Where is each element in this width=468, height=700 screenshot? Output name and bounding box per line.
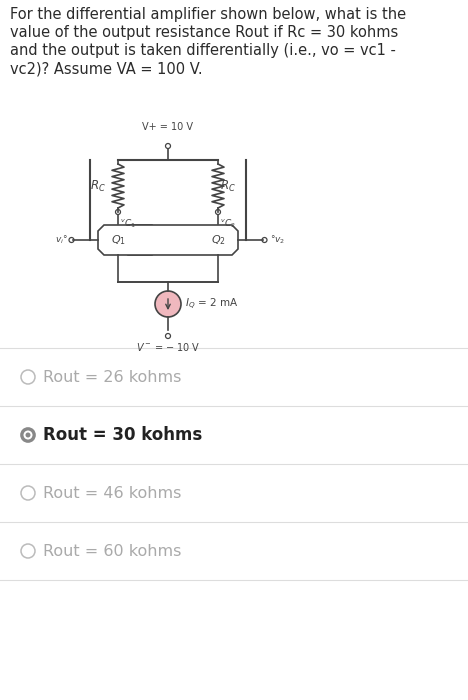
Text: vc2)? Assume VA = 100 V.: vc2)? Assume VA = 100 V. <box>10 61 203 76</box>
Circle shape <box>23 430 32 440</box>
Text: $I_Q$ = 2 mA: $I_Q$ = 2 mA <box>185 297 238 312</box>
Text: Rout = 60 kohms: Rout = 60 kohms <box>43 543 182 559</box>
Text: $v_i$°: $v_i$° <box>55 234 68 246</box>
Circle shape <box>25 433 30 438</box>
Circle shape <box>155 291 181 317</box>
Text: value of the output resistance Rout if Rc = 30 kohms: value of the output resistance Rout if R… <box>10 25 398 40</box>
Text: Rout = 30 kohms: Rout = 30 kohms <box>43 426 202 444</box>
Text: For the differential amplifier shown below, what is the: For the differential amplifier shown bel… <box>10 7 406 22</box>
Text: $Q_1$: $Q_1$ <box>110 233 125 247</box>
Polygon shape <box>123 225 157 255</box>
Text: °$v_2$: °$v_2$ <box>270 234 285 246</box>
Circle shape <box>21 544 35 558</box>
Circle shape <box>21 428 35 442</box>
Text: Rout = 26 kohms: Rout = 26 kohms <box>43 370 182 384</box>
Text: $Q_2$: $Q_2$ <box>211 233 226 247</box>
Polygon shape <box>98 225 238 255</box>
Text: $R_C$: $R_C$ <box>90 178 106 193</box>
Text: $^v C_1$: $^v C_1$ <box>120 217 136 230</box>
Text: $R_C$: $R_C$ <box>220 178 236 193</box>
Circle shape <box>21 486 35 500</box>
Text: $V^- = -10$ V: $V^- = -10$ V <box>136 341 200 353</box>
Circle shape <box>21 370 35 384</box>
Text: V+ = 10 V: V+ = 10 V <box>142 122 193 132</box>
Text: Rout = 46 kohms: Rout = 46 kohms <box>43 486 182 500</box>
Text: $^v C_2$: $^v C_2$ <box>220 217 236 230</box>
Text: and the output is taken differentially (i.e., vo = vc1 -: and the output is taken differentially (… <box>10 43 396 58</box>
